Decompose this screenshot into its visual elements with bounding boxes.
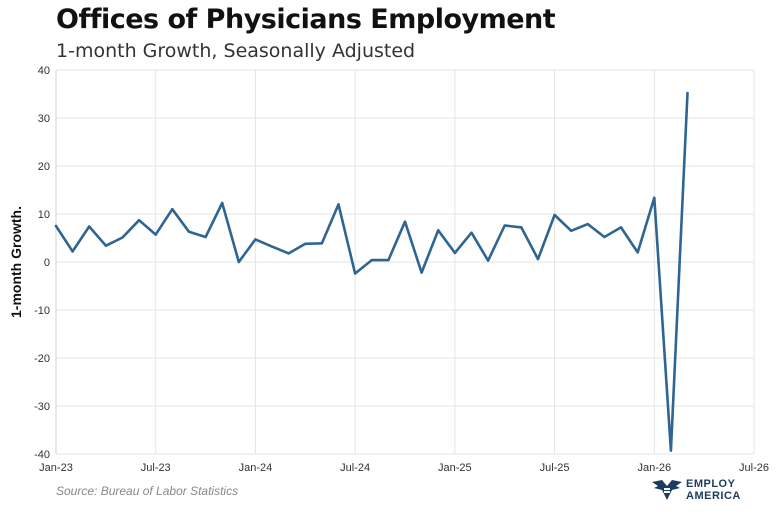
chart-subtitle: 1-month Growth, Seasonally Adjusted: [56, 40, 416, 62]
data-point: [553, 213, 556, 217]
series-group: [54, 91, 689, 452]
data-point: [403, 220, 407, 223]
data-point: [370, 258, 373, 262]
data-point: [453, 251, 457, 255]
data-point: [536, 257, 540, 261]
x-tick-label: Jan-23: [39, 462, 73, 474]
data-point: [420, 271, 423, 274]
data-point: [254, 238, 257, 241]
y-tick-label: 30: [38, 113, 50, 125]
y-tick-label: -20: [34, 353, 50, 365]
data-point: [337, 203, 340, 206]
data-point: [137, 219, 141, 222]
data-point: [171, 208, 174, 211]
data-point: [287, 252, 290, 255]
data-point: [569, 229, 573, 232]
x-tick-label: Jan-25: [438, 462, 472, 474]
data-point: [486, 259, 490, 262]
y-tick-label: 10: [38, 209, 50, 221]
data-point: [619, 226, 623, 229]
data-point: [187, 230, 191, 233]
data-point: [653, 196, 656, 199]
x-tick-labels: Jan-23 Jul-23 Jan-24 Jul-24 Jan-25 Jul-25 Jan-…: [39, 462, 769, 474]
data-point: [237, 260, 241, 264]
data-point: [669, 449, 673, 452]
data-point: [470, 231, 473, 234]
x-tick-label: Jul-25: [540, 462, 570, 474]
data-point: [586, 222, 590, 226]
y-tick-label: -30: [34, 401, 50, 413]
data-point: [121, 236, 124, 239]
data-point: [154, 233, 157, 236]
series-line-0: [54, 91, 689, 452]
data-point: [686, 91, 689, 95]
data-point: [503, 224, 506, 227]
y-tick-labels: 40 30 20 10 0 -10 -20 -30 -40: [34, 65, 50, 461]
data-point: [204, 235, 207, 239]
data-point: [353, 272, 357, 275]
y-tick-label: 20: [38, 161, 50, 173]
logo-text-line1: EMPLOY: [686, 478, 736, 490]
source-note: Source: Bureau of Labor Statistics: [56, 484, 239, 498]
data-point: [304, 242, 307, 245]
y-tick-label: 40: [38, 65, 50, 77]
data-point: [320, 242, 324, 245]
employ-america-logo: EMPLOY AMERICA: [650, 476, 770, 506]
x-tick-label: Jan-24: [239, 462, 273, 474]
data-point: [71, 250, 74, 253]
eagle-icon: [652, 480, 682, 500]
x-tick-label: Jul-24: [340, 462, 370, 474]
data-point: [104, 244, 108, 247]
chart-title: Offices of Physicians Employment: [56, 4, 556, 35]
data-point: [603, 235, 606, 239]
y-tick-label: -40: [34, 449, 50, 461]
data-point: [636, 251, 639, 254]
data-point: [270, 245, 274, 248]
logo-text-line2: AMERICA: [686, 490, 741, 502]
y-tick-label: 0: [44, 257, 50, 269]
data-point: [88, 225, 91, 228]
y-tick-label: -10: [34, 305, 50, 317]
x-tick-label: Jan-26: [637, 462, 671, 474]
grid-lines: [55, 69, 755, 455]
data-point: [520, 226, 523, 229]
data-point: [387, 258, 390, 262]
x-tick-label: Jul-23: [141, 462, 171, 474]
data-point: [437, 229, 440, 232]
data-point: [54, 224, 58, 228]
data-point: [220, 201, 224, 205]
x-tick-label: Jul-26: [739, 462, 769, 474]
